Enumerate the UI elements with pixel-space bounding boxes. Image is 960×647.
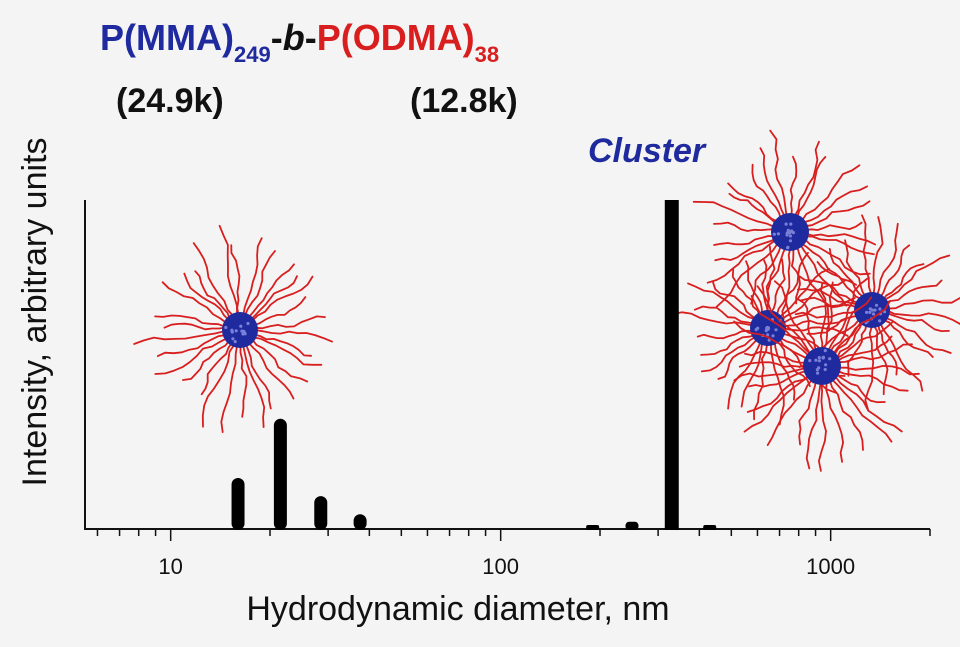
core-texture-dot <box>755 328 758 331</box>
title-podma-subscript: 38 <box>475 42 499 67</box>
core-texture-dot <box>231 337 234 340</box>
core-texture-dot <box>231 330 234 333</box>
title-dash-2: - <box>305 17 317 58</box>
core-texture-dot <box>777 232 780 235</box>
core-texture-dot <box>790 229 793 232</box>
core-texture-dot <box>785 223 788 226</box>
x-tick-label: 1000 <box>806 554 855 579</box>
title-dash-1: - <box>271 17 283 58</box>
core-texture-dot <box>816 368 819 371</box>
bar <box>625 522 638 530</box>
core-texture-dot <box>872 312 875 315</box>
core-texture-dot <box>865 311 868 314</box>
x-axis-label: Hydrodynamic diameter, nm <box>246 590 669 628</box>
core-texture-dot <box>789 234 792 237</box>
core-texture-dot <box>771 334 774 337</box>
title-pmma: P(MMA) <box>100 17 234 58</box>
core-texture-dot <box>878 307 881 310</box>
bar <box>354 514 367 530</box>
core-texture-dot <box>875 304 878 307</box>
title-pmma-subscript: 249 <box>234 42 271 67</box>
title-b: b <box>283 17 305 58</box>
core-texture-dot <box>814 359 817 362</box>
core-texture-dot <box>765 329 768 332</box>
mass-pmma-label: (24.9k) <box>116 82 224 120</box>
core-texture-dot <box>824 363 827 366</box>
core-texture-dot <box>816 372 819 375</box>
core-texture-dot <box>246 322 249 325</box>
core-texture-dot <box>808 359 811 362</box>
core-texture-dot <box>871 309 874 312</box>
bar <box>665 200 679 530</box>
core-texture-dot <box>234 340 237 343</box>
core-texture-dot <box>868 311 871 314</box>
core-texture-dot <box>818 356 821 359</box>
bar <box>274 419 287 530</box>
x-tick-label: 100 <box>482 554 519 579</box>
y-axis-label: Intensity, arbitrary units <box>16 138 54 487</box>
core-texture-dot <box>235 329 238 332</box>
cluster-label: Cluster <box>588 132 707 170</box>
core-texture-dot <box>822 356 825 359</box>
core-texture-dot <box>828 357 831 360</box>
core-texture-dot <box>824 349 827 352</box>
mass-podma-label: (12.8k) <box>410 82 518 120</box>
core-texture-dot <box>767 326 770 329</box>
core-texture-dot <box>878 319 881 322</box>
core-texture-dot <box>224 326 227 329</box>
micelle-core <box>222 312 258 348</box>
core-texture-dot <box>774 328 777 331</box>
core-texture-dot <box>789 239 792 242</box>
core-texture-dot <box>786 231 789 234</box>
bar <box>232 478 245 530</box>
x-tick-label: 10 <box>158 554 182 579</box>
bar <box>586 525 599 530</box>
title-podma: P(ODMA) <box>317 17 475 58</box>
bar <box>314 496 327 530</box>
micelle-core <box>803 347 841 385</box>
core-texture-dot <box>818 359 821 362</box>
core-texture-dot <box>789 223 792 226</box>
core-texture-dot <box>786 246 789 249</box>
core-texture-dot <box>824 368 827 371</box>
core-texture-dot <box>239 325 242 328</box>
bar <box>703 525 716 530</box>
core-texture-dot <box>773 233 776 236</box>
core-texture-dot <box>244 332 247 335</box>
